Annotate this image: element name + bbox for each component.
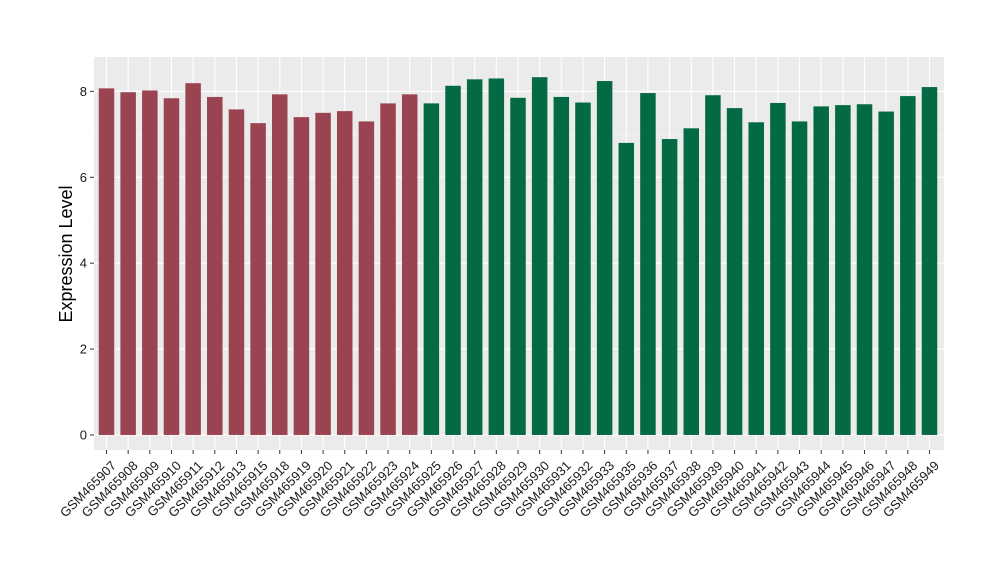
bar <box>791 121 808 435</box>
bar <box>661 139 678 435</box>
bar <box>835 105 851 435</box>
bar <box>856 104 873 435</box>
bar <box>336 111 353 435</box>
bar <box>120 92 136 435</box>
y-axis-title: Expression Level <box>56 185 76 322</box>
bar <box>921 87 938 435</box>
y-tick-label: 2 <box>80 342 87 357</box>
bar <box>596 81 613 435</box>
bar <box>900 96 916 435</box>
y-tick-label: 6 <box>80 170 87 185</box>
bar <box>878 111 894 435</box>
bar <box>250 123 266 435</box>
bar <box>575 102 591 435</box>
bar <box>488 78 505 435</box>
bar <box>726 108 743 435</box>
bar <box>531 77 548 435</box>
y-tick-label: 0 <box>80 427 87 442</box>
y-axis: 0 2 4 6 8 <box>80 84 94 442</box>
bar <box>293 117 310 435</box>
bar <box>770 102 786 435</box>
y-tick-label: 8 <box>80 84 87 99</box>
bar <box>423 103 440 435</box>
bar <box>466 79 483 435</box>
bar <box>142 90 158 435</box>
bar <box>640 93 656 435</box>
bar <box>705 95 721 435</box>
bar <box>272 94 288 435</box>
bar <box>510 97 526 435</box>
bars <box>98 77 938 435</box>
y-tick-label: 4 <box>80 256 87 271</box>
bar <box>618 142 635 435</box>
bar <box>445 85 461 435</box>
bar <box>813 106 829 435</box>
bar <box>98 88 115 435</box>
bar <box>358 121 375 435</box>
x-axis: GSM465907GSM465908GSM465909GSM465910GSM4… <box>57 450 942 520</box>
bar <box>207 96 223 435</box>
bar <box>163 98 180 435</box>
bar <box>683 128 700 435</box>
bar <box>185 83 201 435</box>
bar <box>748 122 764 435</box>
bar <box>401 94 418 435</box>
bar <box>315 112 331 435</box>
bar <box>553 96 570 435</box>
bar <box>228 109 245 435</box>
bar <box>380 103 396 435</box>
